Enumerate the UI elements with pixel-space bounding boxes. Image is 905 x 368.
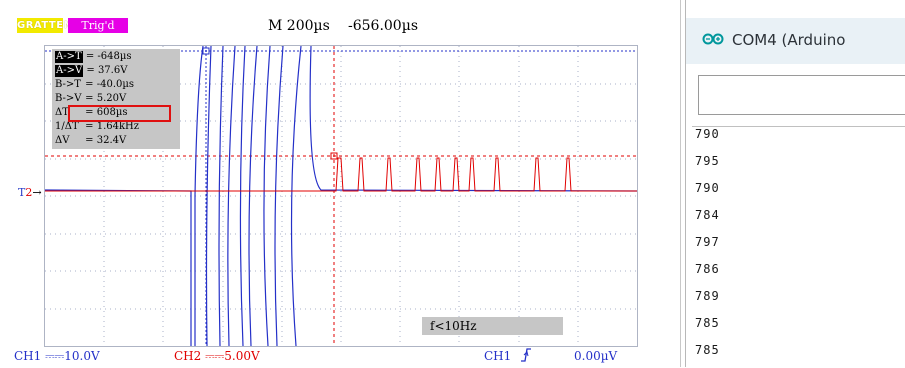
measurement-row: ΔT = 608µs [55, 107, 127, 119]
measurement-label: B->V [55, 93, 82, 104]
cursor-measurements-panel: A->T = -648µs A->V = 37.6V B->T = -40.0µs B… [52, 49, 180, 149]
brand-logo: GRATTEN [17, 18, 73, 33]
serial-line: 795 [695, 154, 720, 168]
serial-title-bar: COM4 (Arduino [686, 18, 905, 64]
measurement-row: B->V = 5.20V [55, 93, 126, 105]
serial-line: 789 [695, 289, 720, 303]
waveform-canvas [44, 45, 638, 347]
serial-line: 790 [695, 181, 720, 195]
ch2-scale[interactable]: CH2 ⎓⎓5.00V [174, 349, 260, 363]
highlight-box [68, 105, 171, 122]
measurement-value: = 608µs [82, 107, 128, 118]
measurement-label: B->T [55, 79, 81, 90]
trigger-status-badge: Trig'd [68, 18, 128, 33]
scope-channel-bar: CH1 ⎓⎓10.0V CH2 ⎓⎓5.00V CH1 0.00µV [0, 346, 680, 367]
arduino-infinity-icon [702, 33, 724, 45]
timebase-readout: M 200µs [268, 18, 330, 34]
measurement-label: A->V [55, 65, 84, 77]
cursor-b-handle [330, 152, 338, 160]
serial-line: 797 [695, 235, 720, 249]
serial-monitor-window: COM4 (Arduino 790 795 790 784 797 786 789 785 78… [685, 0, 905, 368]
measurement-row: A->V = 37.6V [55, 65, 127, 77]
measurement-label: A->T [55, 51, 83, 63]
trigger-marker: T2→ [18, 186, 42, 199]
serial-line: 785 [695, 343, 720, 357]
serial-send-input[interactable] [698, 75, 905, 115]
measurement-value: = -648µs [82, 51, 132, 62]
measurement-row: ΔV = 32.4V [55, 135, 126, 147]
cursor-a-handle [202, 47, 210, 55]
measurement-value: = 37.6V [83, 65, 128, 76]
scope-status-bar: GRATTEN Trig'd M 200µs -656.00µs [0, 0, 680, 40]
time-position-readout: -656.00µs [348, 18, 418, 34]
serial-input-area [686, 64, 905, 126]
measurement-label: ΔT [55, 107, 69, 118]
measurement-label: 1/ΔT [55, 121, 79, 132]
frequency-readout: f<10Hz [422, 317, 563, 335]
waveform-display[interactable] [44, 45, 638, 347]
serial-output-list[interactable]: 790 795 790 784 797 786 789 785 785 [692, 126, 905, 368]
measurement-value: = 5.20V [82, 93, 127, 104]
trigger-level[interactable]: 0.00µV [574, 349, 618, 363]
measurement-value: = 1.64kHz [82, 121, 140, 132]
measurement-value: = 32.4V [82, 135, 127, 146]
ch1-scale[interactable]: CH1 ⎓⎓10.0V [14, 349, 100, 363]
ch2-waveform [45, 157, 637, 192]
serial-line: 785 [695, 316, 720, 330]
serial-line: 790 [695, 127, 720, 141]
measurement-value: = -40.0µs [82, 79, 135, 90]
serial-line: 786 [695, 262, 720, 276]
trigger-source[interactable]: CH1 [484, 349, 512, 363]
measurement-row: 1/ΔT = 1.64kHz [55, 121, 139, 133]
oscilloscope-window: GRATTEN Trig'd M 200µs -656.00µs T2→ A->… [0, 0, 681, 367]
rising-edge-icon [520, 346, 532, 367]
measurement-row: B->T = -40.0µs [55, 79, 134, 91]
measurement-row: A->T = -648µs [55, 51, 132, 63]
measurement-label: ΔV [55, 135, 70, 146]
graticule [45, 46, 637, 346]
serial-line: 784 [695, 208, 720, 222]
serial-title: COM4 (Arduino [732, 31, 846, 49]
